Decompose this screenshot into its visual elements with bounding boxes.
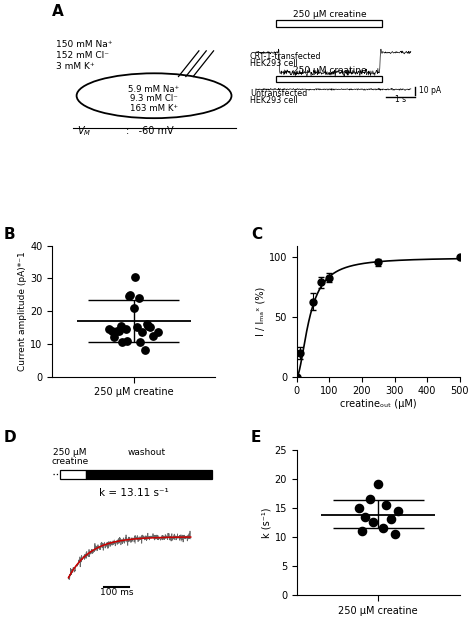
- Text: 9.3 mM Cl⁻: 9.3 mM Cl⁻: [130, 94, 178, 104]
- Point: [115, 326, 123, 335]
- Text: 152 mM Cl⁻: 152 mM Cl⁻: [56, 51, 109, 60]
- Text: 250 μM creatine: 250 μM creatine: [292, 10, 366, 19]
- Text: D: D: [3, 430, 16, 445]
- Bar: [60, 470, 86, 479]
- Point: [109, 326, 116, 335]
- Text: 100 ms: 100 ms: [100, 588, 133, 597]
- Text: HEK293 cell: HEK293 cell: [250, 96, 298, 105]
- Text: E: E: [251, 430, 262, 445]
- Y-axis label: I / Iₘₐˣ (%): I / Iₘₐˣ (%): [256, 286, 266, 335]
- Text: C: C: [251, 227, 262, 242]
- Point: [131, 272, 139, 281]
- X-axis label: creatineₒᵤₜ (μM): creatineₒᵤₜ (μM): [340, 399, 417, 409]
- Text: 3 mM K⁺: 3 mM K⁺: [56, 63, 95, 71]
- Text: :   -60 mV: : -60 mV: [126, 126, 173, 136]
- Bar: [276, 20, 383, 27]
- Text: 163 mM K⁺: 163 mM K⁺: [130, 104, 178, 113]
- Point: [391, 529, 398, 539]
- Point: [155, 327, 162, 337]
- Text: B: B: [3, 227, 15, 242]
- Text: 5.9 mM Na⁺: 5.9 mM Na⁺: [128, 85, 180, 94]
- Point: [366, 494, 374, 504]
- Point: [130, 303, 137, 312]
- Point: [105, 324, 113, 334]
- Text: 10 pA: 10 pA: [419, 86, 441, 95]
- Point: [361, 512, 369, 521]
- Point: [143, 319, 151, 329]
- Point: [146, 322, 154, 332]
- Text: CRT-1-transfected: CRT-1-transfected: [250, 52, 321, 61]
- Point: [114, 326, 121, 335]
- Point: [110, 332, 118, 342]
- Point: [379, 523, 387, 533]
- Text: k = 13.11 s⁻¹: k = 13.11 s⁻¹: [99, 488, 169, 498]
- Point: [355, 503, 363, 513]
- Y-axis label: Current amplitude (pA)*⁻1: Current amplitude (pA)*⁻1: [18, 251, 27, 371]
- Point: [123, 335, 131, 345]
- Point: [133, 322, 141, 332]
- Point: [135, 293, 142, 303]
- Point: [388, 515, 395, 525]
- Point: [138, 327, 146, 337]
- Text: Untransfected: Untransfected: [250, 89, 307, 98]
- Point: [127, 290, 134, 299]
- Point: [117, 321, 124, 331]
- Bar: [276, 76, 383, 82]
- Point: [118, 337, 126, 347]
- Text: 250 μM creatine: 250 μM creatine: [292, 66, 366, 75]
- Text: washout: washout: [128, 448, 166, 458]
- Text: HEK293 cell: HEK293 cell: [250, 59, 298, 68]
- Text: 1 s: 1 s: [394, 95, 406, 104]
- Text: creatine: creatine: [52, 457, 89, 466]
- Text: A: A: [52, 4, 64, 19]
- Point: [358, 526, 366, 536]
- Point: [149, 330, 157, 340]
- Point: [370, 517, 377, 527]
- Text: $V_M$: $V_M$: [77, 124, 91, 138]
- Point: [394, 506, 401, 516]
- Point: [374, 479, 382, 489]
- Point: [125, 291, 133, 301]
- Point: [122, 324, 129, 334]
- Text: 150 mM Na⁺: 150 mM Na⁺: [56, 40, 113, 49]
- Bar: [86, 470, 212, 479]
- Point: [141, 345, 149, 355]
- Point: [137, 337, 144, 347]
- Point: [145, 321, 152, 331]
- Point: [383, 500, 390, 510]
- Y-axis label: k (s⁻¹): k (s⁻¹): [262, 507, 272, 538]
- Text: 250 μM: 250 μM: [54, 448, 87, 458]
